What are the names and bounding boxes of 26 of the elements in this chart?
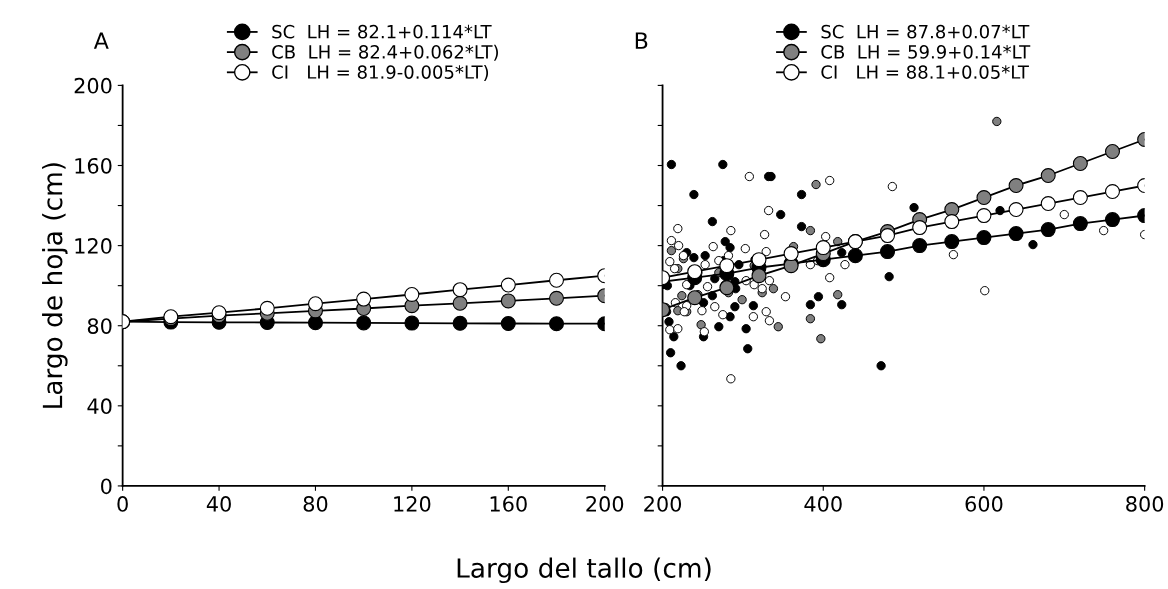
- y-axis-title: Largo de hoja (cm): [42, 163, 68, 408]
- legend-label: CI LH = 88.1+0.05*LT: [821, 65, 1029, 79]
- y-tick-label: 200: [74, 77, 112, 94]
- legend-label: CB LH = 82.4+0.062*LT): [272, 44, 498, 61]
- y-tick-label: 0: [101, 478, 112, 495]
- x-tick-label: 40: [206, 496, 231, 512]
- x-tick-label: 160: [490, 496, 527, 512]
- y-tick-label: 160: [75, 157, 112, 174]
- legend-label: SC LH = 82.1+0.114*LT: [272, 24, 492, 39]
- x-tick-label: 0: [117, 496, 128, 512]
- y-tick-label: 40: [87, 398, 112, 415]
- x-axis-title: Largo del tallo (cm): [457, 557, 711, 584]
- legend-label: CB LH = 59.9+0.14*LT: [821, 45, 1031, 59]
- chart-title: A: [93, 32, 109, 49]
- x-tick-label: 120: [394, 496, 431, 512]
- x-tick-label: 200: [586, 496, 624, 512]
- legend-label: SC LH = 87.8+0.07*LT: [821, 24, 1030, 39]
- x-tick-label: 600: [965, 496, 1003, 512]
- chart-title: B: [635, 32, 648, 49]
- x-tick-label: 80: [303, 496, 328, 512]
- x-tick-label: 400: [804, 496, 842, 512]
- y-tick-label: 80: [87, 318, 112, 334]
- y-tick-label: 120: [75, 238, 112, 254]
- x-tick-label: 200: [644, 496, 682, 512]
- legend-label: CI LH = 81.9-0.005*LT): [272, 64, 489, 81]
- x-tick-label: 800: [1126, 496, 1164, 512]
